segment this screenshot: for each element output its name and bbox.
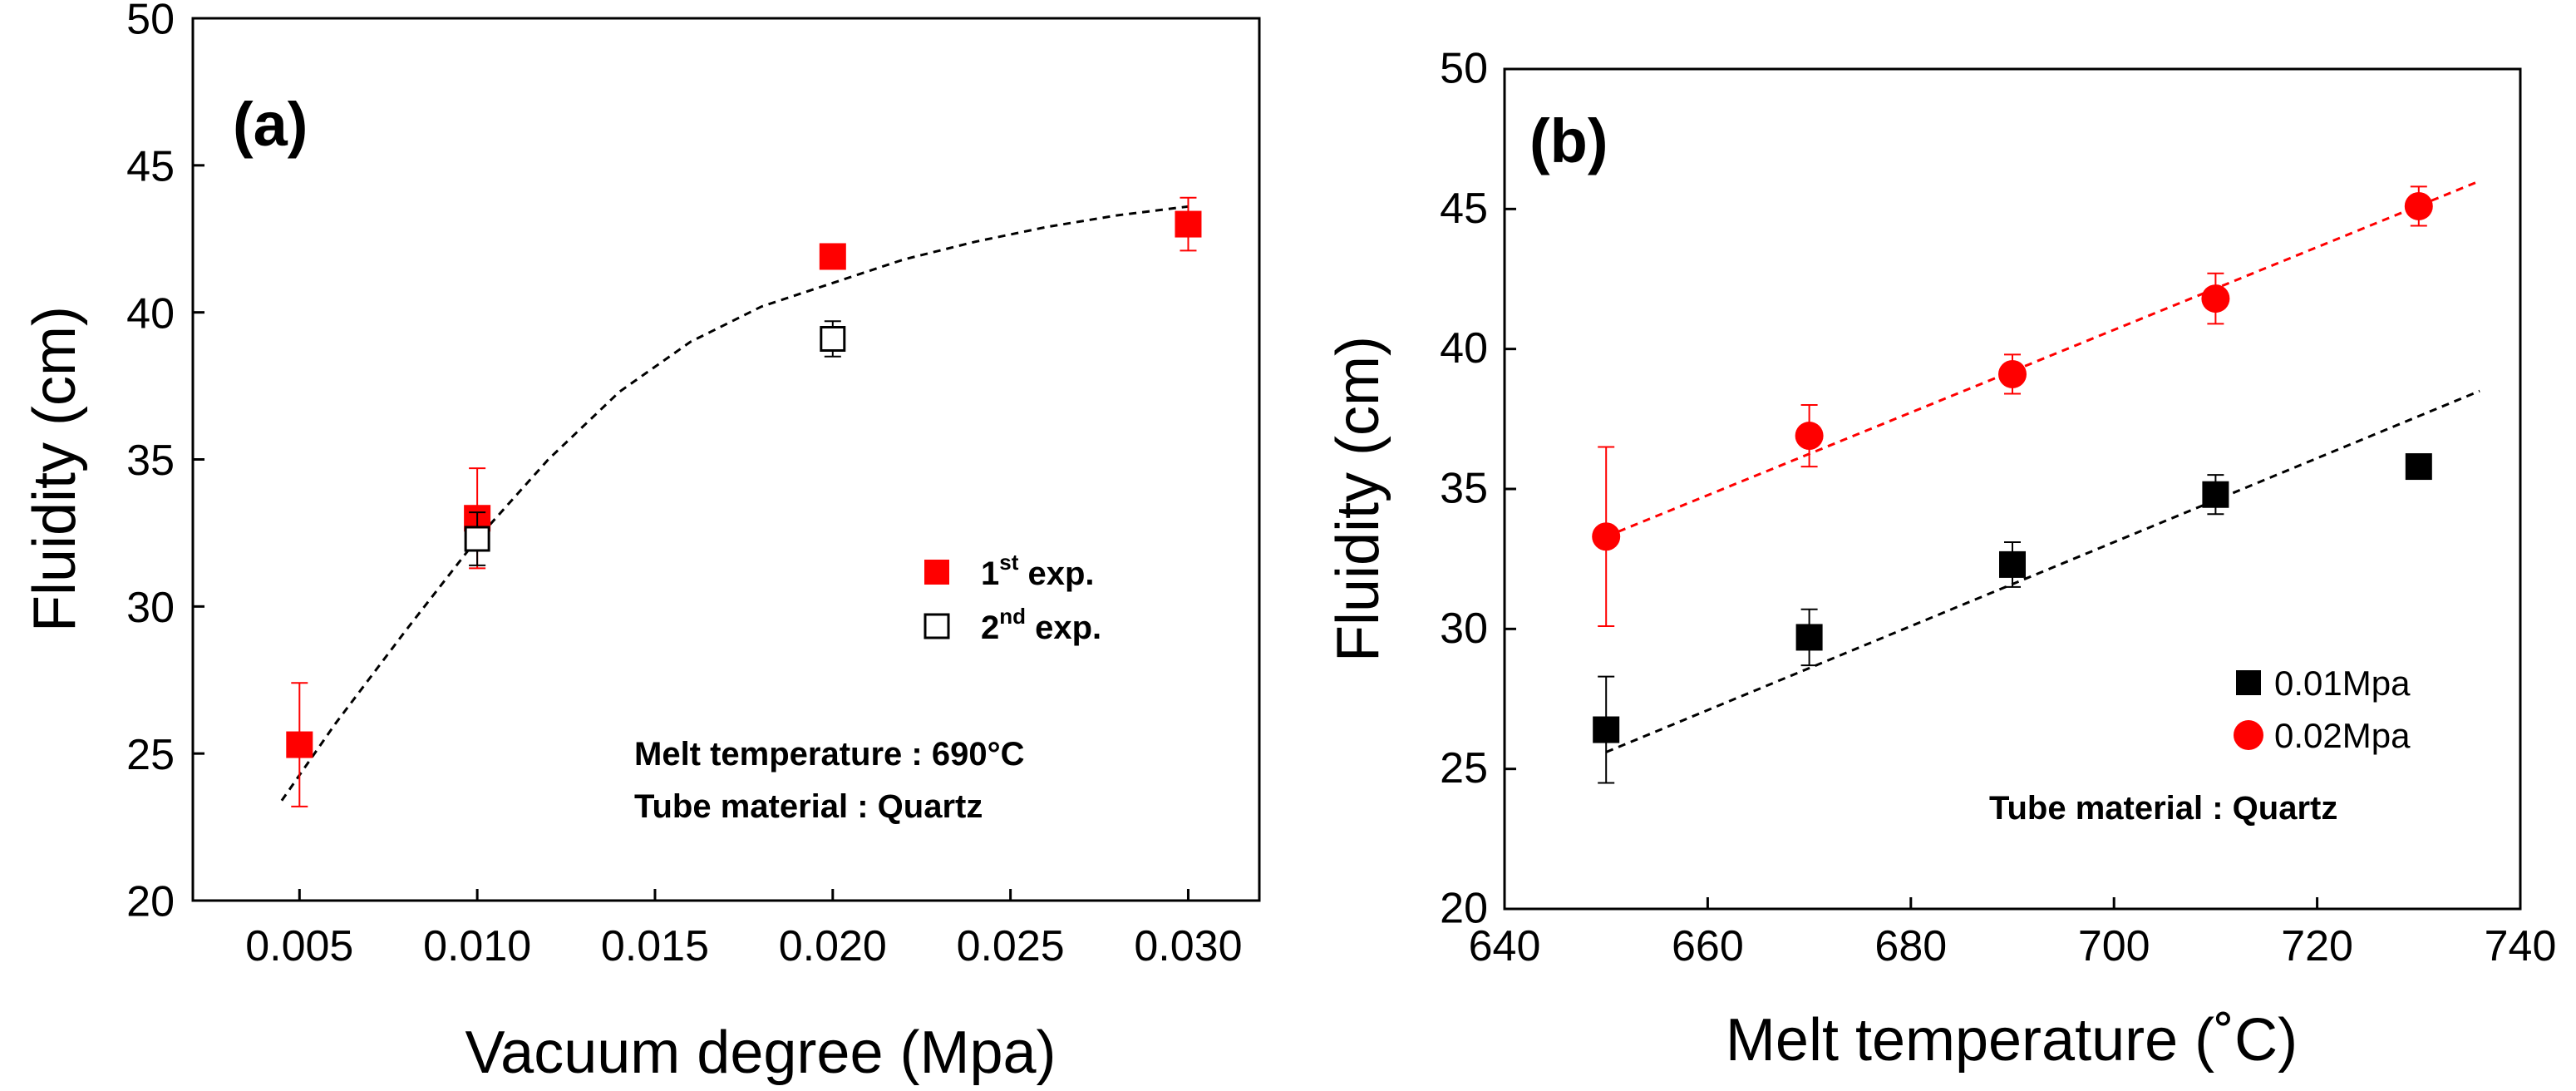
y-tick-label-b: 30 [1440,605,1488,653]
legend-label-0.02mpa: 0.02Mpa [2274,716,2411,755]
legend-marker-0.01mpa [2236,670,2261,695]
data-point-0.02mpa [2201,284,2230,313]
data-point-0.01mpa [1795,624,1823,651]
data-point-0.02mpa [1795,422,1824,451]
y-tick-label-b: 25 [1440,744,1488,792]
y-axis-label-b: Fluidity (cm) [1325,336,1391,662]
y-tick-label-b: 45 [1440,185,1488,233]
fit-line-0.02mpa [1605,180,2480,538]
legend-marker-0.02mpa [2234,720,2263,750]
data-point-0.01mpa [1999,550,2026,578]
plot-frame-b [1503,67,2522,911]
data-point-1st-exp. [286,731,313,758]
y-tick-label-a: 45 [126,143,175,191]
x-tick-label-a: 0.030 [1134,922,1242,970]
legend-label-0.01mpa: 0.01Mpa [2274,664,2411,703]
y-tick-label-a: 25 [126,731,175,779]
data-point-0.02mpa [1592,522,1621,551]
x-axis-label-b: Melt temperature (˚C) [1726,1007,2298,1074]
y-tick-label-a: 40 [126,289,175,338]
x-tick-label-b: 680 [1874,922,1947,970]
x-tick-label-b: 700 [2078,922,2150,970]
y-tick-label-b: 20 [1440,885,1488,933]
annotation-melt-temperature: Melt temperature : 690°C [634,736,1024,773]
legend-marker-1st-exp [924,560,949,585]
x-tick-label-b: 640 [1469,922,1541,970]
y-axis-label-a: Fluidity (cm) [22,306,88,632]
panel-label-b: (b) [1529,106,1608,175]
data-point-1st-exp. [819,243,846,270]
y-tick-label-b: 35 [1440,465,1488,513]
x-tick-label-a: 0.015 [601,922,709,970]
x-axis-label-a: Vacuum degree (Mpa) [465,1019,1057,1086]
data-point-0.01mpa [1593,716,1620,743]
data-point-0.01mpa [2405,453,2432,481]
y-tick-label-a: 30 [126,584,175,632]
y-tick-label-b: 50 [1440,45,1488,93]
data-point-2nd-exp. [820,325,846,352]
x-tick-label-a: 0.020 [779,922,887,970]
x-tick-label-a: 0.010 [423,922,531,970]
legend-label-2nd-exp: 2nd exp. [981,604,1101,646]
x-tick-label-b: 740 [2485,922,2557,970]
x-tick-label-b: 660 [1672,922,1744,970]
annotation-tube-material-b: Tube material : Quartz [1989,790,2337,827]
fit-line-0.01mpa [1605,389,2480,753]
data-point-2nd-exp. [464,526,490,552]
y-tick-label-a: 35 [126,437,175,485]
annotation-tube-material-a: Tube material : Quartz [634,788,983,825]
y-tick-label-b: 40 [1440,324,1488,373]
fit-curve-a [280,205,1189,802]
x-tick-label-b: 720 [2281,922,2353,970]
legend-marker-2nd-exp [924,613,950,639]
data-point-0.02mpa [2404,191,2433,220]
legend-label-1st-exp: 1st exp. [981,550,1095,592]
data-point-1st-exp. [1175,210,1202,238]
x-tick-label-a: 0.005 [245,922,353,970]
data-point-0.01mpa [2202,481,2229,508]
x-tick-label-a: 0.025 [957,922,1065,970]
y-tick-label-a: 20 [126,878,175,926]
data-point-0.02mpa [1998,359,2027,388]
panel-label-a: (a) [233,90,308,159]
y-tick-label-a: 50 [126,0,175,44]
